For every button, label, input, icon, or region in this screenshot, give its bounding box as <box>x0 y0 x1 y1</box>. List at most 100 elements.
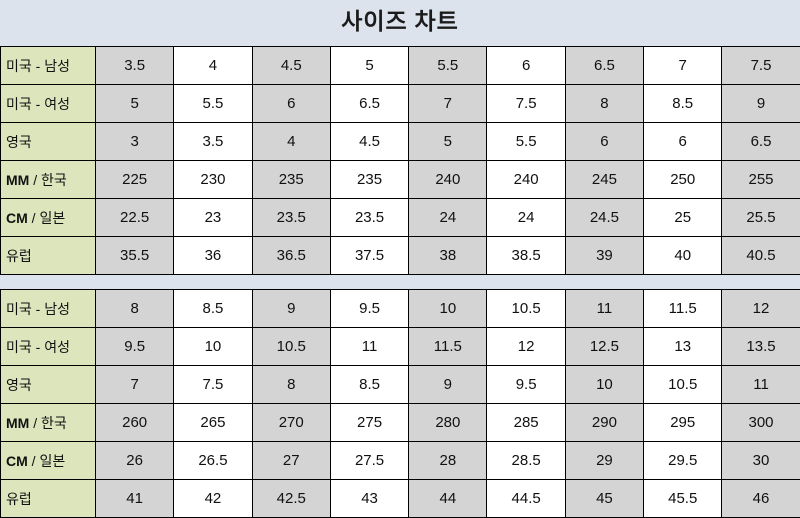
table-cell: 6 <box>644 123 722 161</box>
table-cell: 43 <box>330 480 408 518</box>
table-cell: 27 <box>252 442 330 480</box>
row-label-region: 한국 <box>41 415 67 431</box>
table-cell: 46 <box>722 480 800 518</box>
table-cell: 40 <box>644 237 722 275</box>
table-cell: 7.5 <box>722 47 800 85</box>
table-cell: 29 <box>565 442 643 480</box>
table-cell: 290 <box>565 404 643 442</box>
table-cell: 38.5 <box>487 237 565 275</box>
table-cell: 9 <box>409 366 487 404</box>
table-cell: 30 <box>722 442 800 480</box>
table-cell: 42 <box>174 480 252 518</box>
table-cell: 11.5 <box>409 328 487 366</box>
row-label: 영국 <box>1 123 96 161</box>
table-cell: 6 <box>487 47 565 85</box>
row-label: 미국 - 남성 <box>1 290 96 328</box>
table-cell: 4.5 <box>252 47 330 85</box>
table-cell: 7.5 <box>174 366 252 404</box>
row-label-unit: MM <box>6 172 29 188</box>
table-cell: 300 <box>722 404 800 442</box>
table-cell: 6 <box>252 85 330 123</box>
table-cell: 26.5 <box>174 442 252 480</box>
table-cell: 9.5 <box>487 366 565 404</box>
table-cell: 36 <box>174 237 252 275</box>
row-label: 미국 - 남성 <box>1 47 96 85</box>
table-cell: 23.5 <box>330 199 408 237</box>
table-cell: 40.5 <box>722 237 800 275</box>
table-cell: 270 <box>252 404 330 442</box>
table-cell: 44 <box>409 480 487 518</box>
table-cell: 38 <box>409 237 487 275</box>
row-label-region: 한국 <box>41 172 67 188</box>
table-cell: 13 <box>644 328 722 366</box>
table-cell: 5 <box>330 47 408 85</box>
table-cell: 10.5 <box>644 366 722 404</box>
table-cell: 28.5 <box>487 442 565 480</box>
table-cell: 240 <box>409 161 487 199</box>
row-label-separator: / <box>28 210 40 226</box>
table-cell: 13.5 <box>722 328 800 366</box>
table-cell: 8 <box>96 290 174 328</box>
row-label-separator: / <box>29 415 41 431</box>
row-label: CM / 일본 <box>1 442 96 480</box>
table-cell: 36.5 <box>252 237 330 275</box>
table-cell: 9.5 <box>96 328 174 366</box>
row-label: 유럽 <box>1 237 96 275</box>
table-cell: 24 <box>487 199 565 237</box>
table-cell: 24.5 <box>565 199 643 237</box>
table-cell: 4.5 <box>330 123 408 161</box>
table-cell: 9 <box>252 290 330 328</box>
row-label-separator: / <box>28 453 40 469</box>
table-cell: 8.5 <box>330 366 408 404</box>
table-cell: 255 <box>722 161 800 199</box>
table-cell: 37.5 <box>330 237 408 275</box>
table-cell: 235 <box>330 161 408 199</box>
row-label: 미국 - 여성 <box>1 328 96 366</box>
row-label: CM / 일본 <box>1 199 96 237</box>
table-cell: 280 <box>409 404 487 442</box>
table-cell: 44.5 <box>487 480 565 518</box>
table-cell: 3.5 <box>96 47 174 85</box>
table-cell: 260 <box>96 404 174 442</box>
table-cell: 9 <box>722 85 800 123</box>
row-label: MM / 한국 <box>1 161 96 199</box>
row-label-region: 일본 <box>39 453 65 469</box>
table-cell: 29.5 <box>644 442 722 480</box>
table-cell: 7.5 <box>487 85 565 123</box>
row-label: MM / 한국 <box>1 404 96 442</box>
row-label: 유럽 <box>1 480 96 518</box>
table-cell: 25.5 <box>722 199 800 237</box>
table-cell: 45.5 <box>644 480 722 518</box>
table-divider <box>0 275 800 289</box>
table-cell: 22.5 <box>96 199 174 237</box>
table-cell: 225 <box>96 161 174 199</box>
table-cell: 23 <box>174 199 252 237</box>
table-cell: 265 <box>174 404 252 442</box>
table-cell: 10.5 <box>487 290 565 328</box>
table-cell: 12 <box>722 290 800 328</box>
table-cell: 5.5 <box>409 47 487 85</box>
table-cell: 26 <box>96 442 174 480</box>
table-cell: 10 <box>174 328 252 366</box>
row-label: 미국 - 여성 <box>1 85 96 123</box>
table-cell: 8 <box>252 366 330 404</box>
table-cell: 285 <box>487 404 565 442</box>
table-cell: 11 <box>722 366 800 404</box>
row-label-unit: CM <box>6 210 28 226</box>
row-label-region: 일본 <box>39 210 65 226</box>
table-cell: 4 <box>252 123 330 161</box>
table-cell: 12 <box>487 328 565 366</box>
table-cell: 3 <box>96 123 174 161</box>
table-cell: 7 <box>409 85 487 123</box>
